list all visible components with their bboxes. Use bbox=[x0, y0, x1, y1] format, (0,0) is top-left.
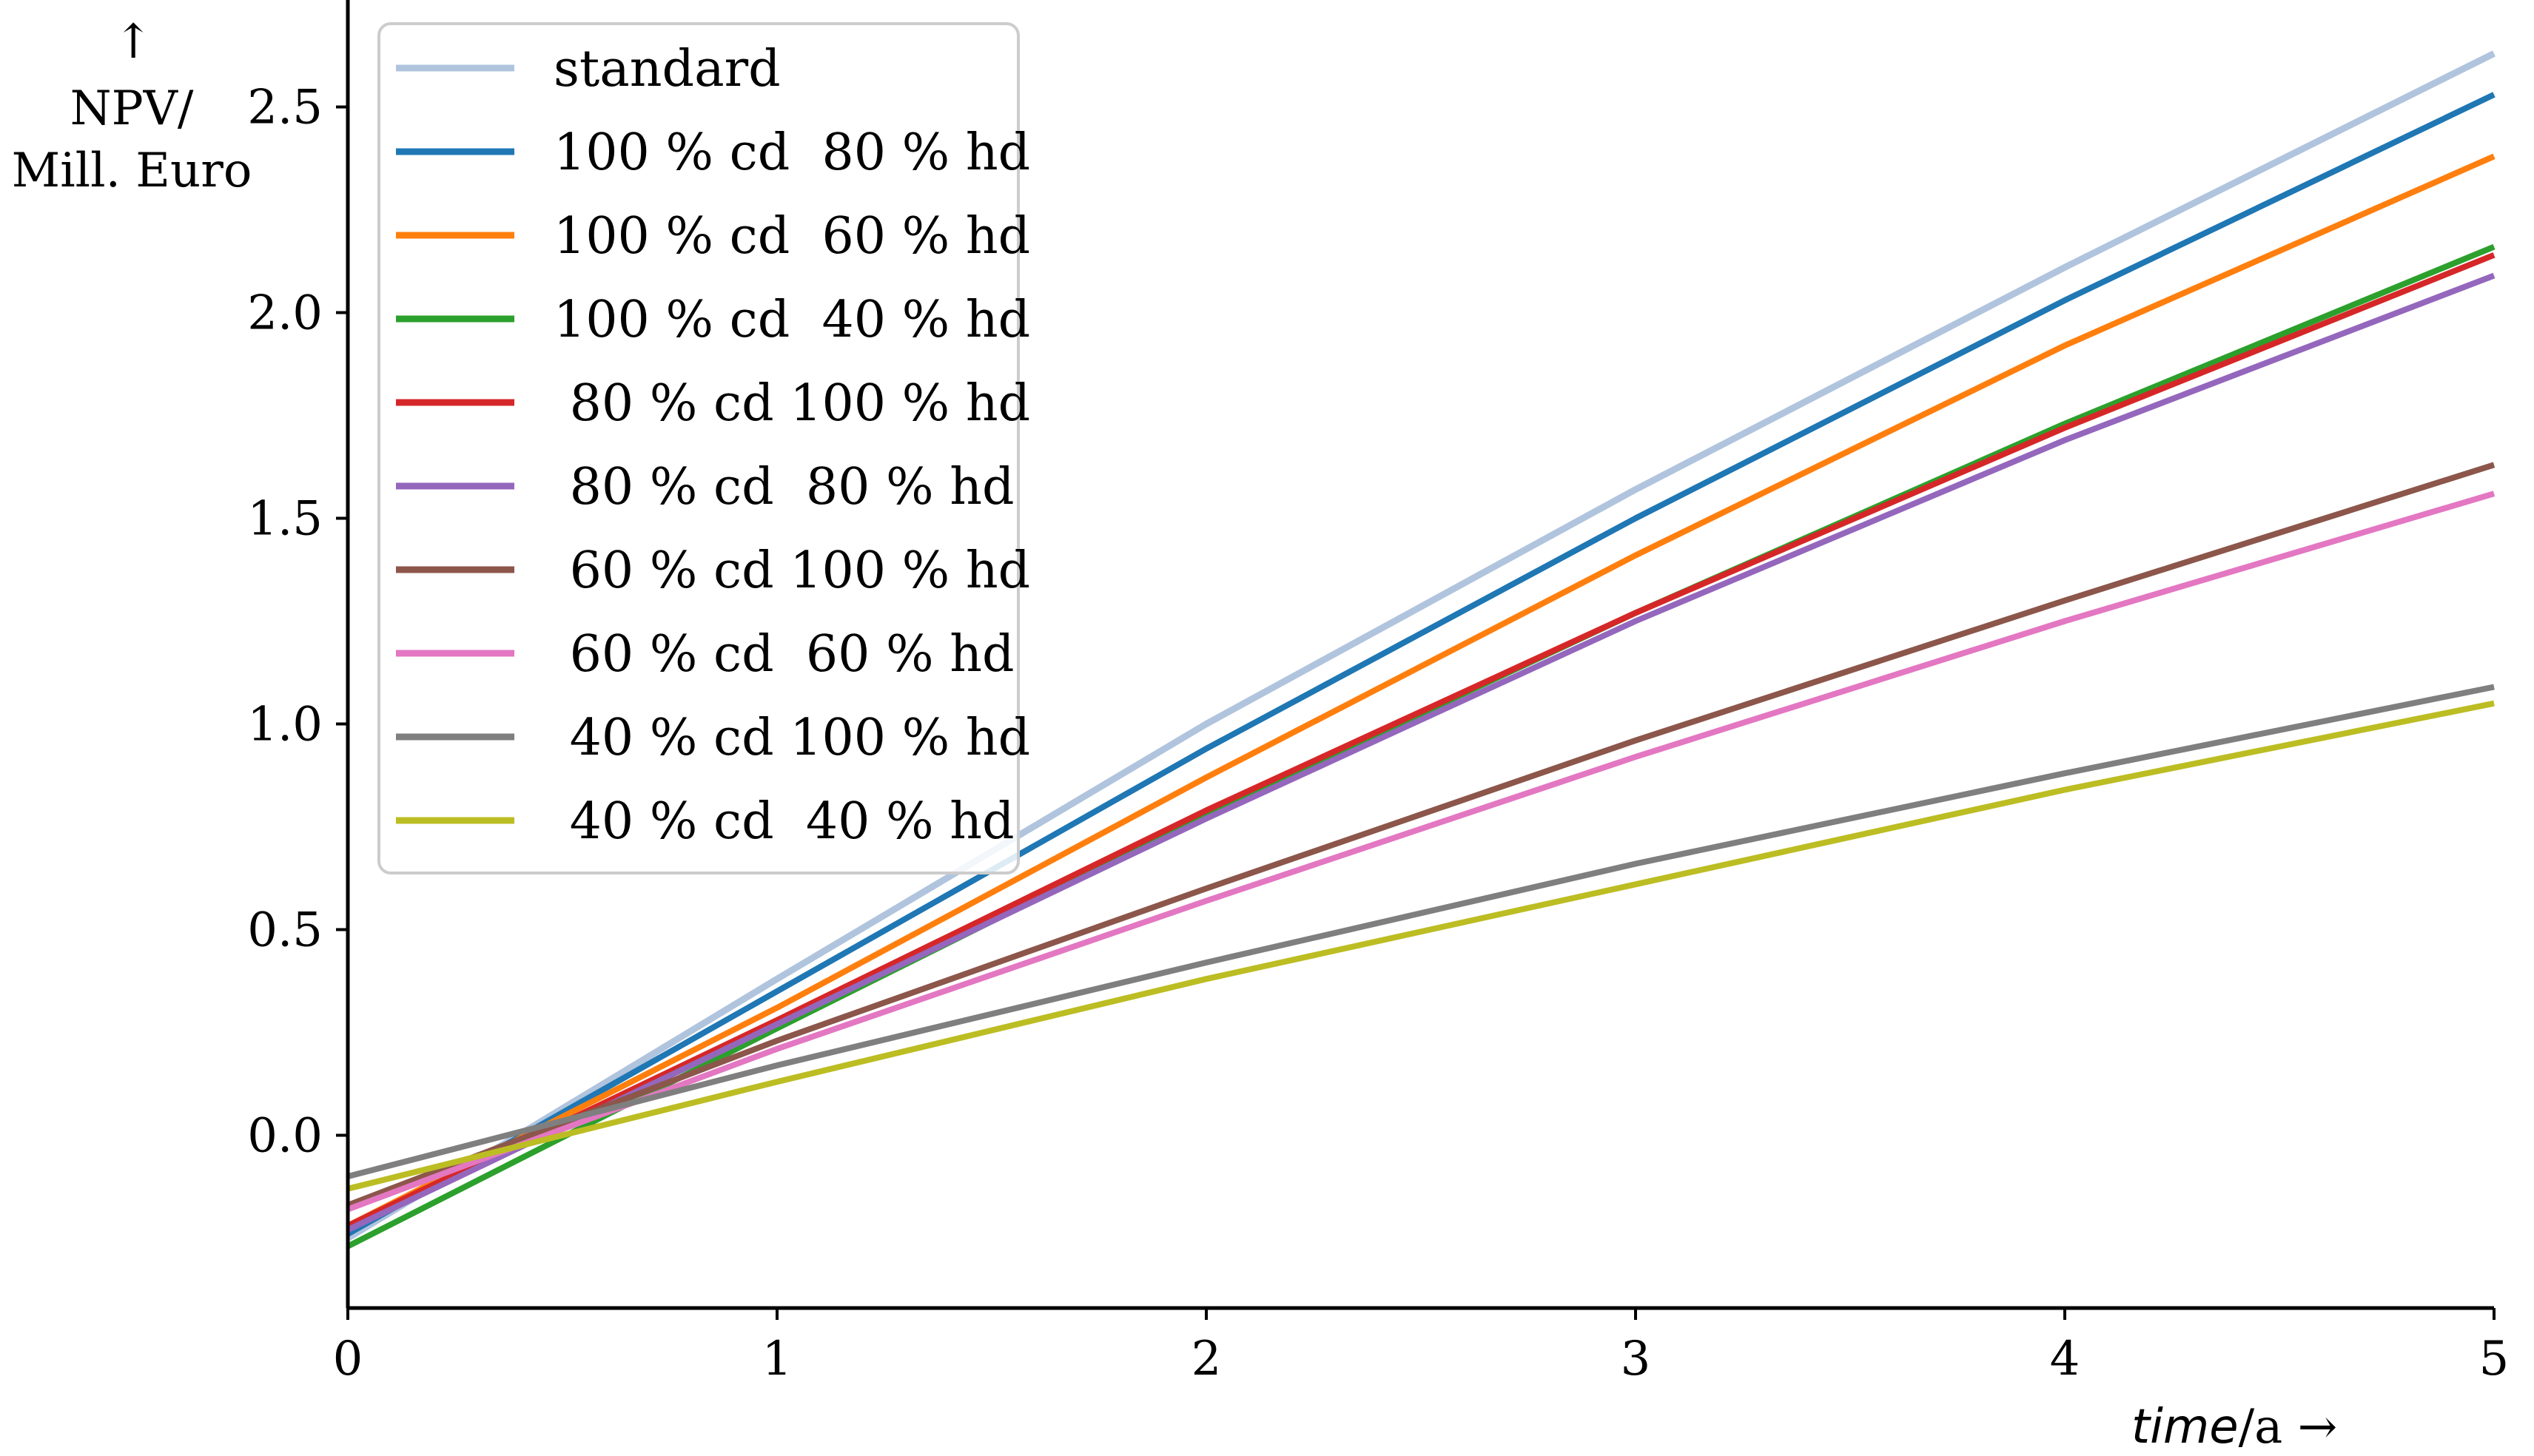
legend-items: standard 100 % cd 80 % hd 100 % cd 60 % hd… bbox=[396, 40, 1030, 851]
y-ticks: 0.0 0.5 1.0 1.5 2.0 2.5 bbox=[247, 81, 348, 1163]
y-tick-label: 2.0 bbox=[247, 286, 323, 341]
y-axis-label-line2: Mill. Euro bbox=[12, 144, 252, 198]
legend-label: 40 % cd 40 % hd bbox=[554, 792, 1015, 851]
series-line-2 bbox=[346, 92, 2496, 1237]
series-line-6 bbox=[346, 272, 2496, 1233]
legend-label: 100 % cd 80 % hd bbox=[554, 124, 1030, 182]
series-line-1 bbox=[346, 50, 2496, 1241]
y-tick-label: 2.5 bbox=[247, 81, 323, 135]
axes-layer bbox=[346, 0, 2494, 1310]
series-line-9 bbox=[346, 684, 2495, 1179]
series-line-8 bbox=[346, 491, 2496, 1213]
y-tick-label: 1.0 bbox=[247, 698, 323, 752]
legend-frame bbox=[377, 22, 1020, 874]
legend-label: 40 % cd 100 % hd bbox=[554, 709, 1030, 767]
legend-label: 100 % cd 40 % hd bbox=[554, 291, 1030, 349]
x-tick-label: 5 bbox=[2479, 1332, 2510, 1386]
legend-label: 80 % cd 100 % hd bbox=[554, 374, 1030, 433]
y-tick-label: 0.0 bbox=[247, 1108, 323, 1163]
legend-label: standard bbox=[554, 40, 781, 98]
x-axis-label-unit: /a → bbox=[2239, 1400, 2338, 1455]
x-tick-label: 1 bbox=[762, 1332, 793, 1386]
y-tick-label: 0.5 bbox=[247, 903, 323, 958]
series-line-7 bbox=[346, 462, 2496, 1208]
x-axis-label-variable: time bbox=[2131, 1400, 2239, 1455]
x-tick-label: 3 bbox=[1621, 1332, 1651, 1386]
legend-label: 100 % cd 60 % hd bbox=[554, 207, 1030, 266]
x-tick-label: 0 bbox=[333, 1332, 363, 1386]
x-tick-label: 4 bbox=[2050, 1332, 2080, 1386]
legend-label: 60 % cd 100 % hd bbox=[554, 542, 1030, 600]
legend-label: 60 % cd 60 % hd bbox=[554, 625, 1015, 684]
x-tick-label: 2 bbox=[1192, 1332, 1222, 1386]
series-layer bbox=[346, 50, 2496, 1250]
legend-label: 80 % cd 80 % hd bbox=[554, 458, 1015, 516]
x-ticks: 0 1 2 3 4 5 bbox=[333, 1308, 2510, 1386]
series-line-10 bbox=[347, 700, 2495, 1192]
legend: standard 100 % cd 80 % hd 100 % cd 60 % hd… bbox=[377, 22, 1030, 874]
y-tick-label: 1.5 bbox=[247, 492, 323, 547]
x-axis-label: time/a → bbox=[2131, 1400, 2337, 1455]
y-axis-arrow: ↑ bbox=[113, 15, 153, 70]
y-axis-label-line1: NPV/ bbox=[70, 81, 194, 136]
series-line-3 bbox=[346, 153, 2496, 1229]
series-line-5 bbox=[346, 252, 2496, 1229]
